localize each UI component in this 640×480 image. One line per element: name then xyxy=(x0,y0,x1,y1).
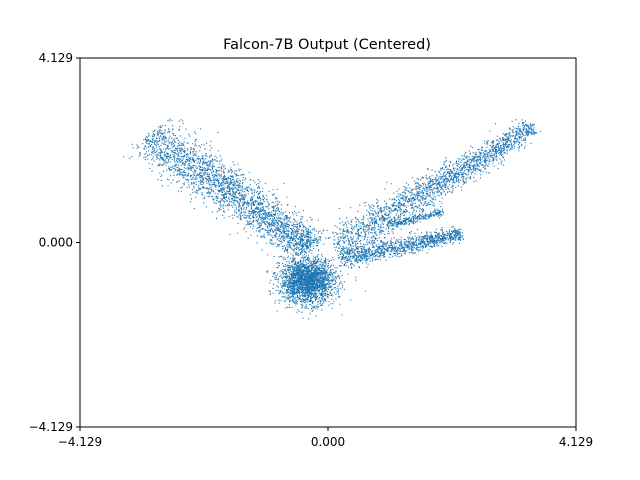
axis-ticks: −4.129 0.000 4.129 −4.129 0.000 4.129 xyxy=(29,51,594,449)
y-tick-label: −4.129 xyxy=(29,420,73,434)
scatter-point-cloud xyxy=(123,118,542,320)
x-tick-label: 0.000 xyxy=(311,435,345,449)
x-tick-label: 4.129 xyxy=(559,435,593,449)
plot-frame xyxy=(79,57,577,428)
y-tick-label: 0.000 xyxy=(39,236,73,250)
x-tick-label: −4.129 xyxy=(58,435,102,449)
y-tick-label: 4.129 xyxy=(39,51,73,65)
scatter-points xyxy=(123,118,542,320)
chart-title: Falcon-7B Output (Centered) xyxy=(223,37,431,53)
